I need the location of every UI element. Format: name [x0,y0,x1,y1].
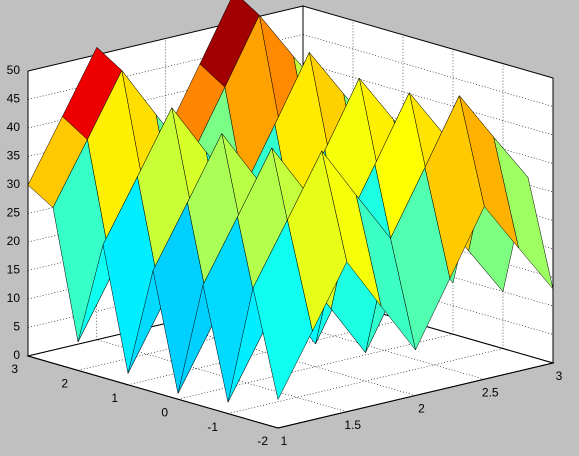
grid-line [302,290,554,364]
x-tick-label: 2 [418,402,425,416]
grid-line [302,262,554,335]
y-tick-label: 2 [61,377,68,391]
grid-line [302,233,554,307]
y-tick-label: 3 [11,362,18,376]
surface-patch [252,219,313,401]
z-tick-label: 15 [7,263,21,277]
grid-line [227,348,504,414]
z-tick-label: 0 [13,348,20,362]
y-tick-label: 1 [111,391,118,405]
grid-line [302,205,554,278]
x-tick-label: 3 [556,369,563,383]
z-tick-label: 40 [7,120,21,134]
z-tick-label: 35 [7,149,21,163]
z-tick-label: 25 [7,206,21,220]
grid-line [27,62,304,129]
z-tick-label: 5 [13,320,20,334]
grid-line [177,333,454,400]
grid-line [27,34,304,100]
y-tick-label: -2 [257,434,268,448]
z-tick-label: 50 [7,63,21,77]
grid-line [302,62,554,136]
y-tick-label: -1 [207,420,218,434]
x-tick-label: 2.5 [482,385,499,399]
grid-line [302,34,554,107]
z-tick-label: 30 [7,177,21,191]
grid-line [127,319,404,386]
z-tick-label: 10 [7,291,21,305]
grid-line [302,5,554,79]
axis-line [27,355,279,429]
y-tick-label: 0 [161,405,168,419]
axis-line [277,362,554,429]
grid-line [302,91,554,164]
grid-line [27,5,304,72]
z-tick-label: 20 [7,234,21,248]
x-tick-label: 1.5 [344,418,361,432]
z-tick-label: 45 [7,92,21,106]
x-tick-label: 1 [281,434,288,448]
